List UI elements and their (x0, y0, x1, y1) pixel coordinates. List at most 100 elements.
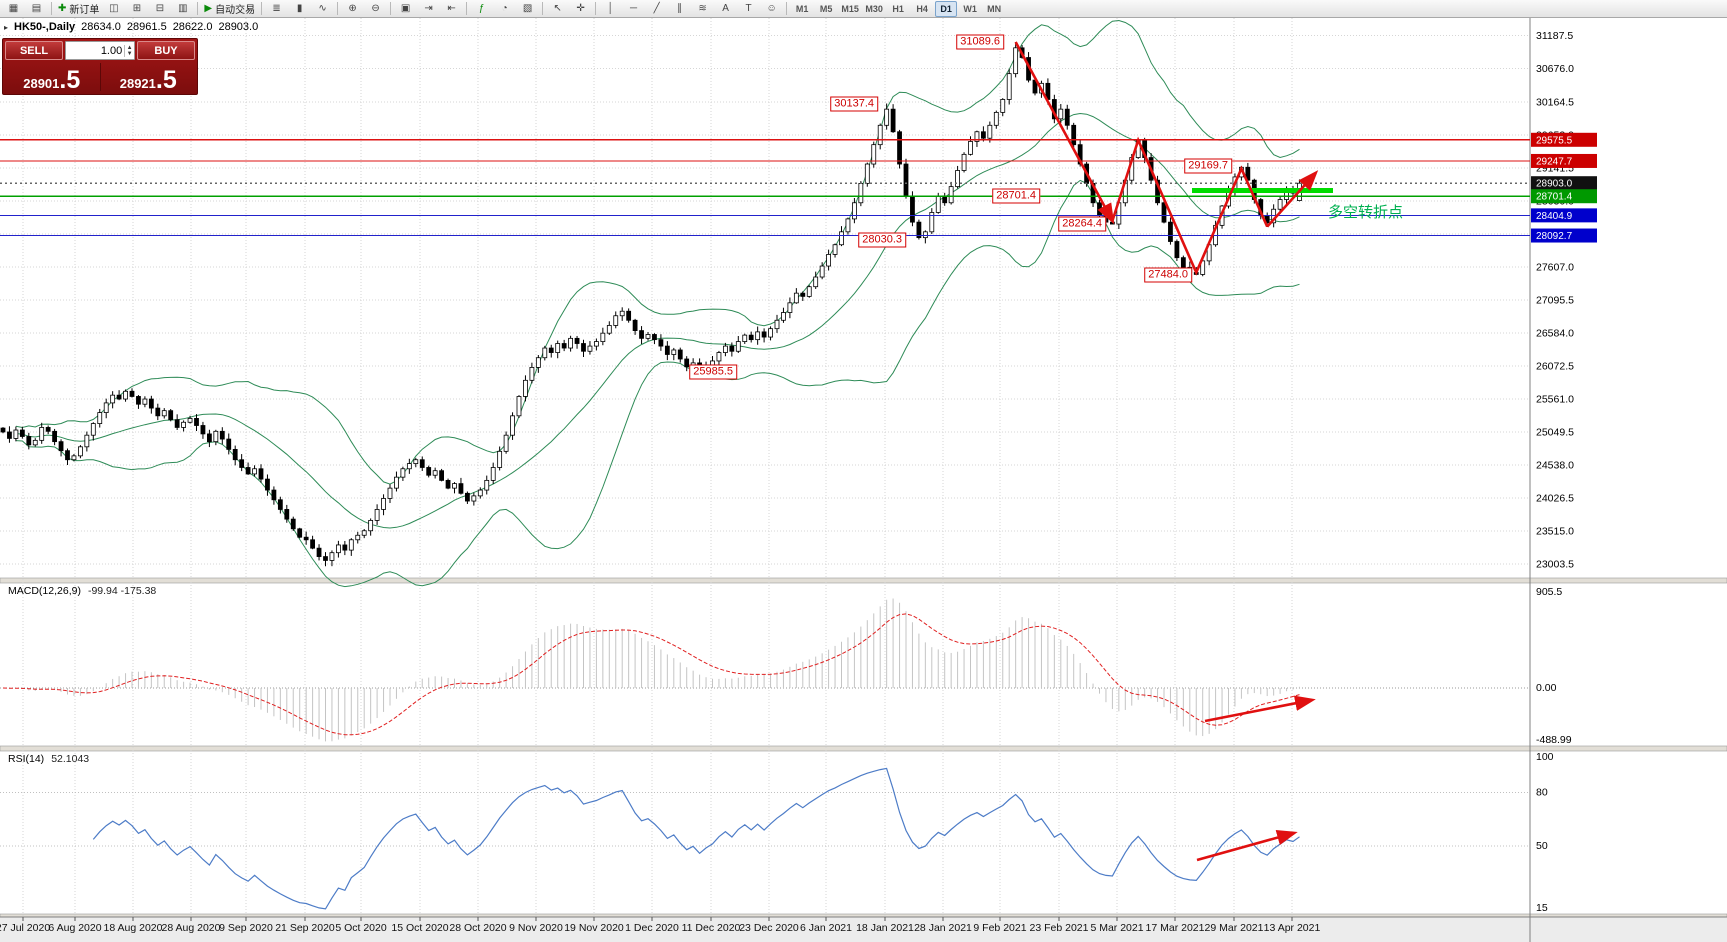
horizontal-line-tool-button[interactable]: ─ (622, 0, 645, 17)
timeframe-m1-button[interactable]: M1 (795, 3, 809, 14)
chart-canvas[interactable]: 31187.530676.030164.529653.029141.528630… (0, 18, 1727, 942)
periods-icon: ◔ (501, 2, 508, 14)
svg-text:25561.0: 25561.0 (1536, 393, 1574, 405)
navigator-button[interactable]: ⊞ (125, 0, 148, 17)
axis-badge-28404.9 (1531, 208, 1597, 223)
price-callout-25985.5[interactable]: 25985.5 (689, 364, 737, 380)
ohlc-close: 28903.0 (218, 21, 259, 33)
macd-trend-arrow[interactable] (1204, 695, 1316, 723)
lot-size-field[interactable]: ▲ ▼ (65, 41, 135, 60)
timeframe-m15-button[interactable]: M15 (841, 3, 859, 14)
market-watch-button[interactable]: ◫ (102, 0, 125, 17)
price-fraction: .5 (59, 66, 81, 94)
sell-price[interactable]: 28901.5 (5, 61, 99, 93)
zoom-out-button[interactable]: ⊖ (364, 0, 387, 17)
timeframe-h4-button[interactable]: H4 (916, 3, 928, 14)
svg-text:19 Nov 2020: 19 Nov 2020 (564, 922, 624, 934)
svg-text:13 Apr 2021: 13 Apr 2021 (1264, 922, 1321, 934)
auto-trading-button[interactable]: ▶ 自动交易 (201, 0, 258, 17)
indicators-button[interactable]: ƒ (470, 0, 493, 17)
buy-price[interactable]: 28921.5 (102, 61, 196, 93)
lot-increment-icon[interactable]: ▲ (126, 44, 133, 51)
svg-text:21 Sep 2020: 21 Sep 2020 (275, 922, 335, 934)
cursor-button[interactable]: ↖ (546, 0, 569, 17)
tile-windows-button[interactable]: ▣ (394, 0, 417, 17)
horizontal-line-tool-icon: ─ (630, 2, 638, 14)
lot-size-input[interactable] (66, 44, 125, 57)
svg-text:1 Dec 2020: 1 Dec 2020 (625, 922, 679, 934)
lot-decrement-icon[interactable]: ▼ (126, 50, 133, 57)
horizontal-level-lines[interactable] (0, 139, 1530, 237)
bar-chart-mode-button[interactable]: ≣ (265, 0, 288, 17)
svg-text:0.00: 0.00 (1536, 682, 1557, 694)
auto-scroll-button[interactable]: ⇥ (417, 0, 440, 17)
price-callout-28264.4[interactable]: 28264.4 (1058, 216, 1106, 232)
trend-zigzag-arrows[interactable] (1014, 41, 1319, 276)
turning-point-annotation[interactable]: 多空转折点 (1328, 204, 1404, 222)
arrows-tool-button[interactable]: ☺ (760, 0, 783, 17)
svg-text:5 Mar 2021: 5 Mar 2021 (1090, 922, 1143, 934)
svg-text:18 Aug 2020: 18 Aug 2020 (104, 922, 163, 934)
trendline-tool-button[interactable]: ╱ (645, 0, 668, 17)
price-main: 28901 (23, 76, 60, 91)
price-callout-30137.4[interactable]: 30137.4 (830, 96, 878, 111)
toolbar-separator (51, 2, 52, 15)
axis-badge-28903.0 (1531, 176, 1597, 191)
fibonacci-tool-button[interactable]: ≋ (691, 0, 714, 17)
templates-button[interactable]: ▧ (516, 0, 539, 17)
channel-tool-button[interactable]: ∥ (668, 0, 691, 17)
chart-shift-button[interactable]: ⇤ (440, 0, 463, 17)
price-callout-28030.3[interactable]: 28030.3 (858, 232, 906, 248)
svg-text:30164.5: 30164.5 (1536, 96, 1574, 108)
svg-text:50: 50 (1536, 840, 1548, 852)
svg-text:29 Mar 2021: 29 Mar 2021 (1205, 922, 1264, 934)
one-click-collapse-icon[interactable]: ▸ (4, 22, 9, 32)
profiles-button[interactable]: ▤ (25, 0, 48, 17)
svg-text:25049.5: 25049.5 (1536, 426, 1574, 438)
periods-button[interactable]: ◔ (493, 0, 516, 17)
svg-text:18 Jan 2021: 18 Jan 2021 (856, 922, 914, 934)
price-callout-29169.7[interactable]: 29169.7 (1184, 158, 1232, 174)
vertical-line-tool-button[interactable]: │ (599, 0, 622, 17)
axis-badge-29575.5 (1531, 132, 1597, 147)
timeframe-d1-button[interactable]: D1 (935, 0, 958, 17)
line-mode-button[interactable]: ∿ (311, 0, 334, 17)
timeframe-w1-button[interactable]: W1 (963, 3, 977, 14)
rsi-trend-arrow[interactable] (1196, 830, 1298, 862)
candles-mode-button[interactable]: ▮ (288, 0, 311, 17)
crosshair-icon: ✛ (576, 2, 585, 14)
timeframe-m5-button[interactable]: M5 (819, 3, 833, 14)
crosshair-button[interactable]: ✛ (569, 0, 592, 17)
price-callout-27484.0[interactable]: 27484.0 (1144, 267, 1192, 283)
zoom-in-button[interactable]: ⊕ (341, 0, 364, 17)
main-toolbar: ▦ ▤ ✚ 新订单 ◫ ⊞ ⊟ ▥ ▶ 自动交易 ≣ ▮ ∿ ⊕ ⊖ ▣ ⇥ ⇤ ƒ ◔ ▧ ↖ ✛ │ ─ ╱ ∥ ≋ A T ☺ M1 M5… (0, 0, 1727, 18)
svg-text:11 Dec 2020: 11 Dec 2020 (682, 922, 741, 934)
price-callout-28701.4[interactable]: 28701.4 (992, 188, 1040, 204)
svg-text:26072.5: 26072.5 (1536, 360, 1574, 372)
label-tool-button[interactable]: T (737, 0, 760, 17)
candles-mode-icon: ▮ (296, 2, 303, 14)
strategy-tester-button[interactable]: ▥ (171, 0, 194, 17)
new-order-button[interactable]: ✚ 新订单 (55, 0, 102, 17)
terminal-button[interactable]: ⊟ (148, 0, 171, 17)
svg-text:6 Jan 2021: 6 Jan 2021 (800, 922, 852, 934)
panel-divider (99, 63, 101, 91)
strategy-tester-icon: ▥ (178, 2, 188, 14)
timeframe-m30-button[interactable]: M30 (865, 3, 883, 14)
line-mode-icon: ∿ (318, 2, 327, 14)
toolbar-separator (261, 2, 263, 15)
svg-text:28701.4: 28701.4 (1536, 192, 1573, 203)
price-callout-31089.6[interactable]: 31089.6 (956, 34, 1004, 50)
timeframe-h1-button[interactable]: H1 (892, 3, 904, 14)
buy-button[interactable]: BUY (137, 41, 195, 60)
svg-text:9 Sep 2020: 9 Sep 2020 (219, 922, 273, 934)
macd-panel (2, 598, 1300, 742)
auto-trading-icon: ▶ (204, 2, 213, 14)
indicator-arrows[interactable] (1196, 695, 1316, 862)
svg-text:29575.5: 29575.5 (1536, 135, 1573, 146)
text-tool-button[interactable]: A (714, 0, 737, 17)
new-chart-button[interactable]: ▦ (2, 0, 25, 17)
axis-badge-28092.7 (1531, 228, 1597, 243)
timeframe-mn-button[interactable]: MN (987, 3, 1002, 14)
sell-button[interactable]: SELL (5, 41, 63, 60)
